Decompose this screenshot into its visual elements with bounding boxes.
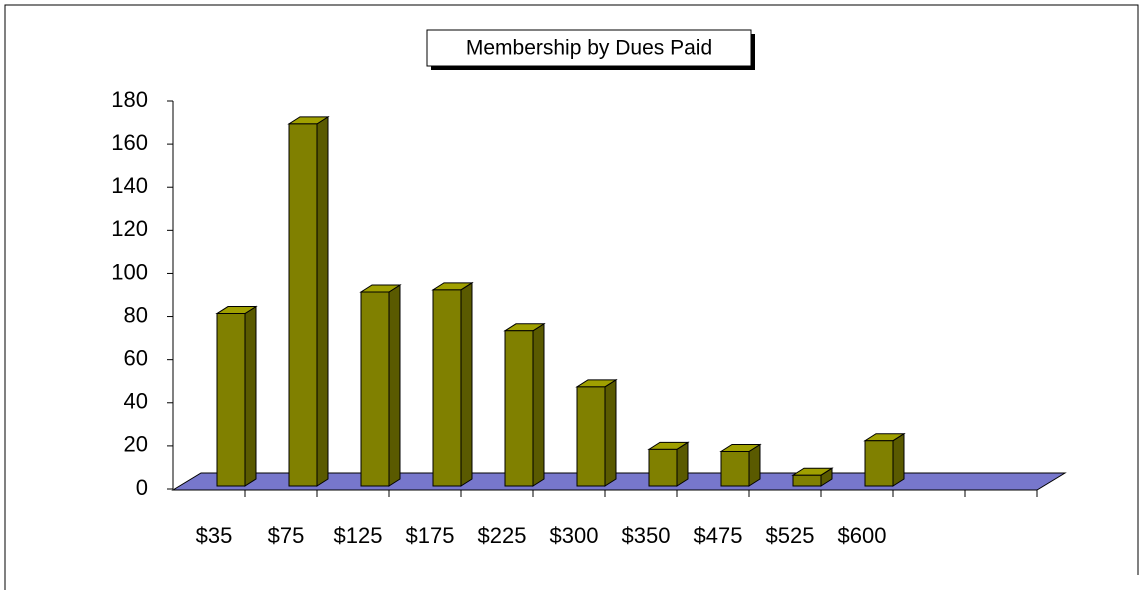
x-tick-label: $125	[334, 523, 383, 548]
x-tick-label: $75	[268, 523, 305, 548]
x-tick-label: $475	[694, 523, 743, 548]
bar	[575, 378, 618, 487]
bar	[431, 281, 474, 487]
bar-face	[604, 378, 617, 487]
bar-face	[288, 123, 318, 487]
bar	[287, 115, 330, 487]
bar	[503, 322, 546, 487]
y-tick-label: 100	[111, 259, 148, 284]
x-tick-label: $525	[766, 523, 815, 548]
bar	[647, 441, 690, 487]
bar	[791, 467, 834, 487]
bar-face	[216, 313, 246, 487]
bar-face	[460, 281, 473, 487]
x-tick-label: $300	[550, 523, 599, 548]
x-tick-label: $350	[622, 523, 671, 548]
y-tick-label: 20	[124, 432, 148, 457]
title-box	[426, 29, 752, 67]
x-tick-label: $600	[838, 523, 887, 548]
bar-face	[864, 440, 894, 487]
bar	[719, 443, 762, 487]
bar-face	[360, 291, 390, 487]
bar-face	[532, 322, 545, 487]
bar	[359, 284, 402, 487]
y-tick-label: 180	[111, 87, 148, 112]
y-tick-label: 80	[124, 302, 148, 327]
bar-face	[676, 441, 689, 487]
x-tick-label: $225	[478, 523, 527, 548]
bar-face	[504, 330, 534, 487]
bar	[215, 305, 258, 487]
chart-title: Membership by Dues Paid	[466, 37, 712, 60]
bar-face	[720, 451, 750, 487]
x-tick-label: $35	[196, 523, 233, 548]
bar	[863, 432, 906, 487]
bar-face	[244, 305, 257, 487]
y-tick-label: 120	[111, 216, 148, 241]
y-tick-label: 0	[136, 475, 148, 500]
bar-face	[576, 386, 606, 487]
y-tick-label: 60	[124, 345, 148, 370]
y-tick-label: 160	[111, 130, 148, 155]
x-tick-label: $175	[406, 523, 455, 548]
bar-face	[648, 448, 678, 487]
bar-face	[432, 289, 462, 487]
chart-frame	[4, 4, 1139, 590]
y-tick-label: 140	[111, 173, 148, 198]
bar-face	[316, 115, 329, 487]
bar-face	[792, 474, 822, 487]
bar-face	[892, 432, 905, 487]
y-tick-label: 40	[124, 389, 148, 414]
bar-face	[388, 284, 401, 487]
